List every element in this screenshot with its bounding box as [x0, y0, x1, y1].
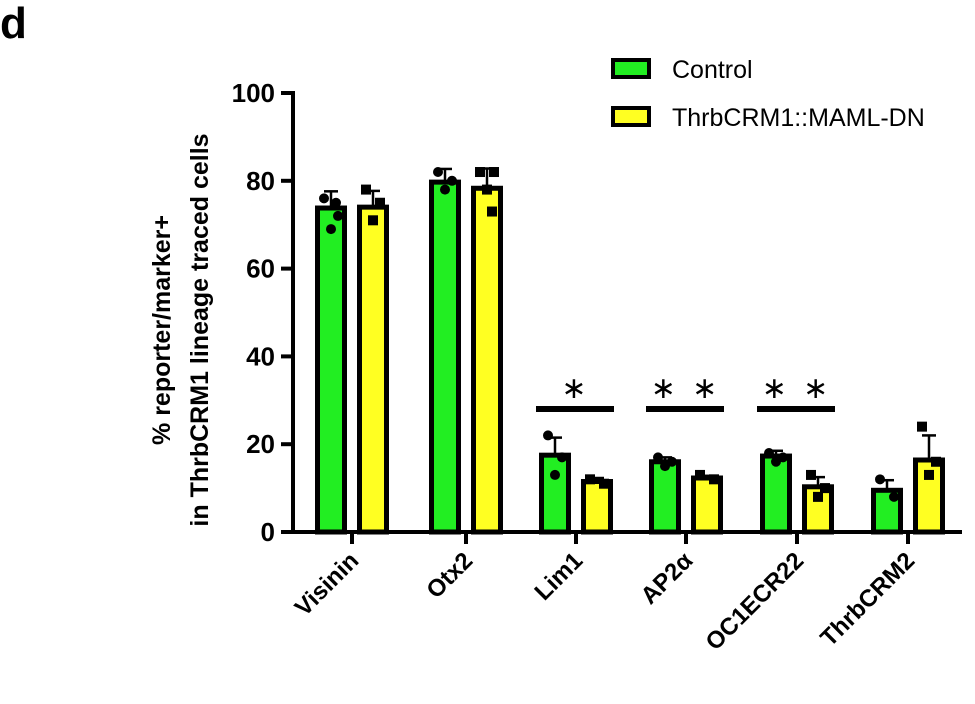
data-point — [599, 478, 609, 489]
x-tick-label: Visinin — [290, 547, 364, 621]
data-point — [482, 184, 492, 195]
bar-maml-dn — [471, 185, 503, 535]
bar-maml-dn — [581, 479, 613, 535]
data-point — [806, 469, 816, 480]
data-point — [333, 210, 343, 221]
x-tick-label: Otx2 — [421, 547, 478, 604]
data-point — [447, 175, 457, 186]
y-tick-label: 100 — [232, 78, 275, 108]
data-point — [764, 447, 774, 458]
x-tick-label: OC1ECR22 — [701, 547, 810, 656]
data-point — [660, 461, 670, 472]
y-tick-label: 80 — [246, 166, 275, 196]
bar-control — [649, 459, 681, 535]
data-point — [375, 197, 385, 208]
y-tick-label: 60 — [246, 254, 275, 284]
y-axis-label-line2: in ThrbCRM1 lineage traced cells — [186, 133, 214, 526]
bar-control — [760, 453, 792, 535]
significance-label: ∗ — [561, 372, 590, 405]
data-point — [368, 215, 378, 226]
bar-maml-dn — [357, 204, 389, 535]
legend-swatch-control — [611, 58, 651, 79]
significance-label: ∗ ∗ — [651, 372, 722, 405]
data-point — [433, 167, 443, 178]
bar-control — [429, 179, 461, 535]
x-tick-label: AP2α — [636, 547, 699, 610]
bar-control — [539, 452, 571, 535]
data-point — [331, 197, 341, 208]
data-point — [550, 469, 560, 480]
data-point — [361, 184, 371, 195]
data-point — [917, 421, 927, 432]
significance-label: ∗ ∗ — [762, 372, 833, 405]
data-point — [585, 474, 595, 485]
data-point — [475, 167, 485, 178]
data-point — [813, 491, 823, 502]
data-point — [543, 430, 553, 441]
data-point — [695, 469, 705, 480]
data-point — [557, 452, 567, 463]
data-point — [326, 224, 336, 235]
x-tick-label: ThrbCRM2 — [815, 547, 920, 652]
data-point — [875, 474, 885, 485]
data-point — [820, 483, 830, 494]
data-point — [319, 193, 329, 204]
data-point — [771, 456, 781, 467]
data-point — [653, 452, 663, 463]
data-point — [709, 474, 719, 485]
y-tick-label: 40 — [246, 341, 275, 371]
data-point — [931, 456, 941, 467]
panel-label: d — [0, 0, 27, 48]
y-tick-label: 20 — [246, 429, 275, 459]
y-axis-label-line1: % reporter/marker+ — [148, 215, 176, 445]
legend: Control ThrbCRM1::MAML-DN — [611, 56, 925, 132]
data-point — [487, 206, 497, 217]
bar-maml-dn — [691, 475, 723, 535]
y-tick-label: 0 — [261, 517, 275, 547]
data-point — [924, 469, 934, 480]
y-axis-label: % reporter/marker+ in ThrbCRM1 lineage t… — [148, 133, 214, 526]
data-point — [440, 184, 450, 195]
data-point — [889, 491, 899, 502]
legend-swatch-maml-dn — [611, 106, 651, 127]
x-tick-label: Lim1 — [530, 547, 589, 606]
legend-label-maml-dn: ThrbCRM1::MAML-DN — [672, 104, 925, 132]
bar-control — [315, 205, 347, 535]
legend-label-control: Control — [672, 56, 753, 84]
data-point — [489, 167, 499, 178]
